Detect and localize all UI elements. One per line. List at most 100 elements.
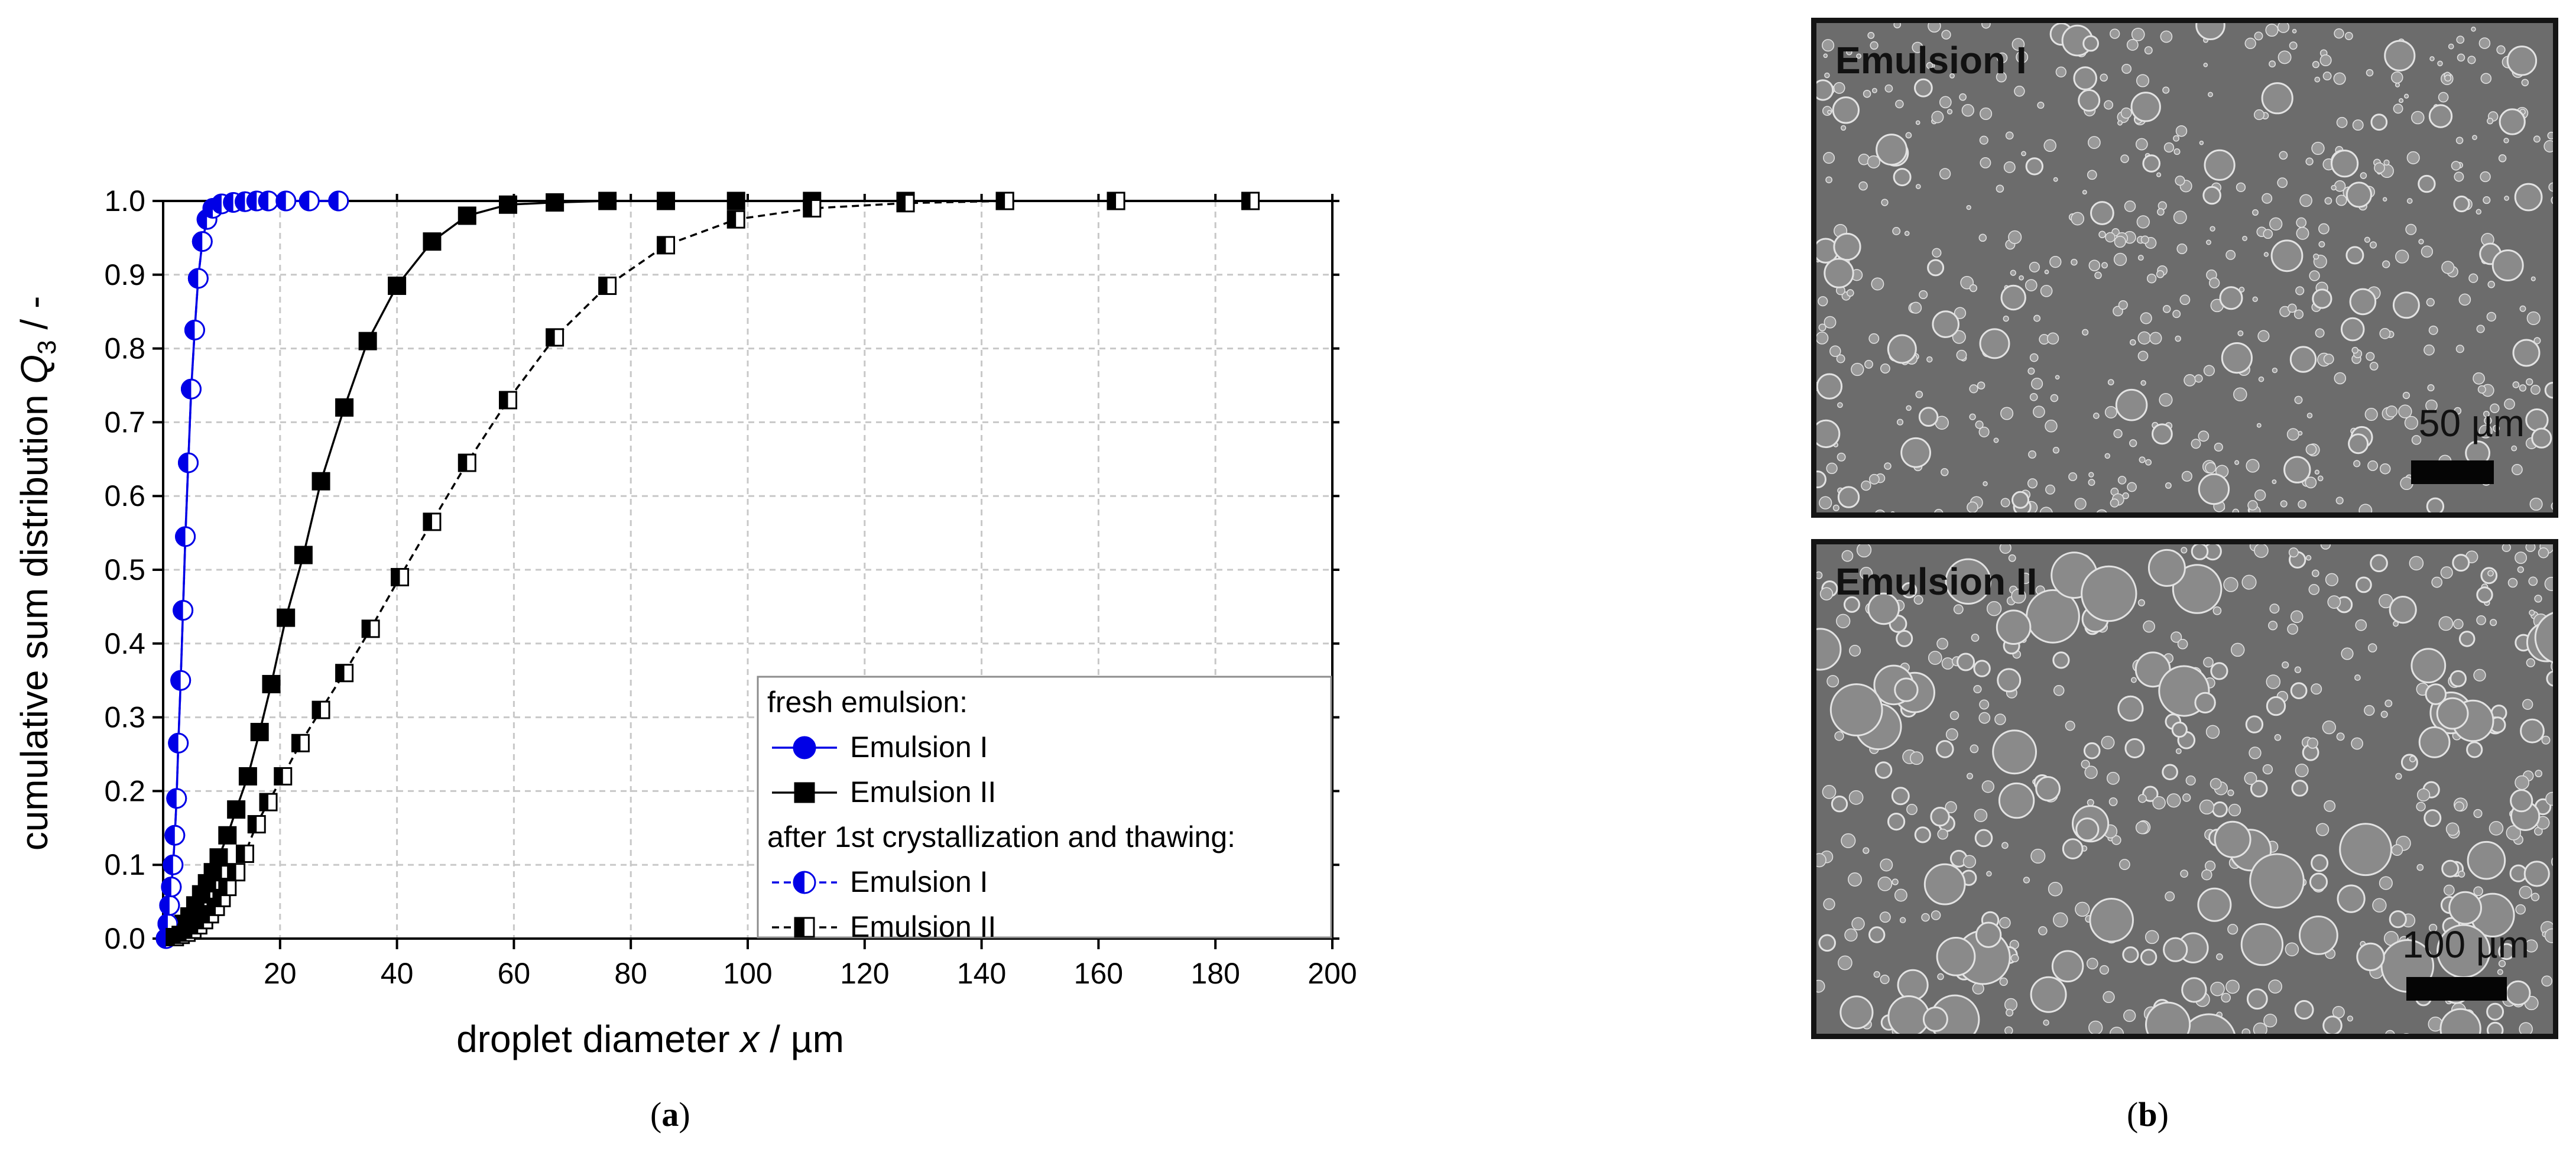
marker-half (313, 702, 322, 719)
droplet (2331, 150, 2359, 178)
droplet (2450, 1036, 2456, 1039)
droplet (2227, 789, 2234, 797)
droplet (2160, 30, 2173, 43)
droplet (2025, 279, 2038, 291)
droplet (1864, 359, 1873, 369)
droplet (2098, 231, 2106, 239)
cumulative-distribution-chart: 20 40 60 80 100 120 140 160 180 200 0.0 0.1 0.2 0.3 0.… (13, 184, 1357, 1060)
droplet (2402, 391, 2410, 400)
droplet (1816, 373, 1843, 400)
droplet (2019, 275, 2024, 281)
droplet (1967, 501, 1978, 512)
droplet (2410, 648, 2447, 684)
droplet (2471, 27, 2476, 32)
droplet (1858, 181, 1868, 191)
droplet (2269, 603, 2280, 614)
legend-entry-label: Emulsion II (850, 775, 996, 809)
marker-body (657, 192, 676, 210)
droplet (2205, 725, 2220, 739)
droplet (2162, 764, 2178, 781)
droplet (2522, 699, 2533, 710)
droplet (2418, 239, 2424, 245)
droplet (1900, 437, 1932, 468)
droplet (2113, 252, 2127, 267)
droplet (2263, 229, 2273, 239)
droplet (2094, 271, 2102, 280)
droplet (2062, 838, 2084, 859)
y-axis-label-var: Q (13, 355, 56, 384)
marker-half (1242, 193, 1251, 209)
droplet (2253, 109, 2265, 121)
droplet (2198, 473, 2230, 505)
droplet (2114, 236, 2126, 248)
droplet (2012, 491, 2029, 509)
scale-bar-label: 50 µm (2418, 402, 2525, 444)
droplet (2184, 374, 2196, 387)
droplet (1879, 911, 1891, 923)
droplet (2008, 554, 2016, 562)
droplet (2185, 775, 2196, 786)
droplet (2546, 670, 2553, 687)
droplet (2525, 939, 2538, 953)
droplet (2287, 624, 2298, 635)
droplet (2227, 924, 2238, 935)
droplet (2483, 410, 2490, 417)
droplet (2535, 770, 2543, 778)
droplet (1978, 712, 1991, 724)
droplet (2305, 444, 2317, 455)
droplet (1999, 544, 2012, 554)
marker-half (167, 788, 177, 808)
droplet (2283, 456, 2311, 483)
x-tick-label: 40 (381, 957, 414, 990)
droplet (2140, 312, 2152, 324)
droplet (2336, 116, 2348, 128)
droplet (2173, 135, 2180, 142)
droplet (1837, 402, 1843, 408)
droplet (1953, 604, 1964, 615)
droplet (1922, 1006, 1948, 1032)
droplet (2270, 239, 2304, 272)
marker-half (274, 768, 283, 785)
droplet (2360, 172, 2367, 179)
droplet (2411, 111, 2425, 125)
droplet (1906, 804, 1918, 815)
droplet (1826, 675, 1839, 688)
marker-body (227, 800, 246, 819)
droplet (2483, 196, 2491, 205)
droplet (1871, 277, 1884, 291)
droplet (1884, 84, 1893, 93)
droplet (2216, 953, 2223, 960)
droplet (1824, 316, 1837, 329)
droplet (1974, 809, 1988, 822)
data-point (499, 195, 518, 214)
droplet (2391, 844, 2403, 856)
droplet (1936, 740, 1954, 758)
droplet (1816, 332, 1829, 345)
marker-half (236, 845, 245, 862)
droplet (2364, 236, 2370, 243)
droplet (2458, 293, 2471, 306)
droplet (2298, 431, 2303, 436)
droplet (2121, 63, 2132, 74)
droplet (2208, 92, 2213, 98)
droplet (2203, 657, 2214, 668)
droplet (1918, 407, 1939, 427)
droplet (2171, 721, 2188, 738)
droplet (1979, 328, 2010, 359)
droplet (2055, 66, 2066, 77)
droplet (2146, 274, 2157, 284)
data-point (423, 232, 442, 251)
legend-heading-fresh: fresh emulsion: (767, 686, 968, 719)
droplet (2384, 699, 2393, 707)
droplet (2292, 28, 2297, 34)
marker-half (171, 671, 181, 690)
droplet (2499, 108, 2526, 135)
droplet (2088, 1020, 2103, 1034)
droplet (1823, 898, 1835, 910)
droplet (1892, 878, 1899, 885)
droplet (1996, 609, 2032, 645)
droplet (2176, 244, 2188, 254)
droplet (2027, 367, 2035, 375)
droplet (1897, 969, 1929, 1001)
droplet (1945, 801, 1957, 813)
